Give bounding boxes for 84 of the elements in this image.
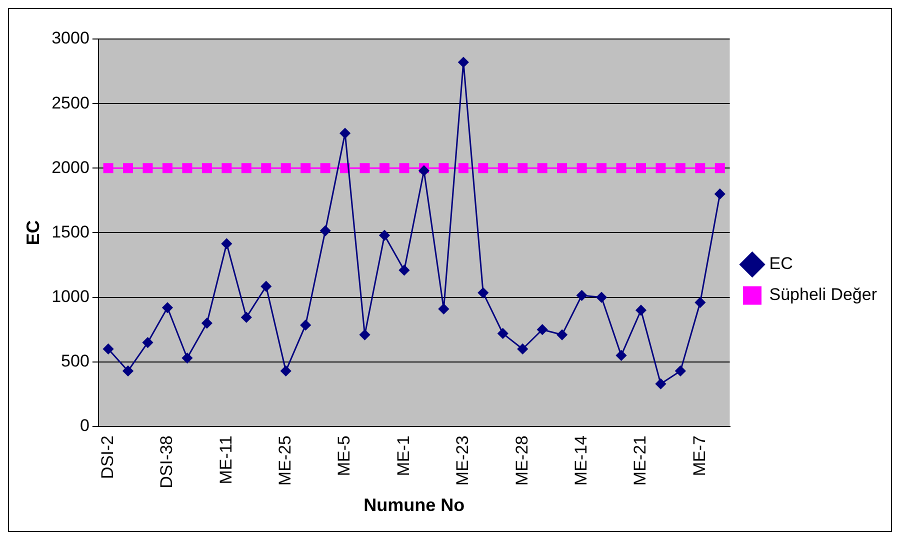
point: [280, 163, 291, 174]
point: [596, 163, 607, 174]
point: [596, 292, 607, 303]
point: [182, 163, 192, 174]
point: [202, 318, 212, 328]
point: [142, 337, 153, 348]
point: [340, 128, 350, 139]
point: [122, 366, 134, 376]
point: [518, 163, 528, 174]
y-tick-label: 1500: [52, 222, 90, 242]
point: [380, 163, 390, 174]
point: [261, 163, 272, 174]
y-tick-label: 500: [61, 352, 90, 371]
point: [714, 163, 725, 174]
point: [280, 366, 292, 376]
point: [202, 163, 212, 174]
x-tick-label: ME-28: [512, 435, 532, 486]
x-tick-label: ME-5: [334, 435, 354, 476]
y-tick-label: 2000: [52, 158, 90, 177]
y-axis-title: EC: [22, 220, 43, 246]
point: [162, 302, 173, 313]
point: [260, 281, 272, 292]
point: [616, 163, 626, 174]
point: [537, 163, 548, 174]
x-tick-label: DSI-2: [98, 435, 117, 479]
legend-label: EC: [769, 254, 793, 274]
point: [695, 163, 706, 174]
x-tick-label: ME-11: [216, 435, 236, 484]
point: [636, 304, 646, 316]
point: [556, 330, 568, 340]
point: [320, 163, 330, 174]
point: [557, 163, 568, 174]
point: [498, 328, 508, 339]
x-axis-title: Numune No: [364, 495, 465, 516]
point: [379, 230, 390, 241]
point: [103, 344, 114, 354]
point: [636, 163, 646, 174]
point: [478, 163, 488, 174]
point: [300, 163, 311, 174]
point: [142, 163, 153, 174]
y-tick-label: 0: [80, 416, 90, 436]
point: [694, 297, 706, 308]
point: [103, 163, 114, 174]
point: [576, 163, 587, 174]
point: [458, 57, 469, 68]
y-tick-label: 3000: [52, 28, 90, 48]
point: [576, 290, 588, 301]
x-tick-label: DSI-38: [157, 435, 176, 488]
point: [418, 165, 430, 176]
legend-label: Süpheli Değer: [769, 285, 878, 304]
point: [655, 378, 666, 390]
point: [498, 163, 508, 174]
point: [438, 163, 449, 174]
point: [438, 304, 449, 314]
x-tick-label: ME-25: [276, 435, 295, 486]
point: [221, 238, 232, 249]
point: [300, 320, 311, 330]
x-tick-label: ME-14: [571, 435, 590, 486]
point: [458, 163, 468, 174]
point: [241, 163, 252, 174]
y-tick-label: 2500: [52, 93, 90, 112]
point: [675, 163, 686, 174]
point: [360, 163, 370, 174]
x-tick-label: ME-1: [394, 435, 413, 476]
point: [478, 288, 488, 298]
x-tick-label: ME-21: [630, 435, 650, 486]
y-tick-label: 1000: [52, 287, 90, 306]
point: [656, 163, 666, 174]
point: [398, 264, 410, 276]
point: [222, 163, 232, 174]
point: [675, 366, 686, 376]
point: [123, 163, 134, 174]
point: [162, 163, 172, 174]
point: [182, 352, 192, 364]
point: [537, 324, 548, 335]
point: [360, 330, 370, 340]
point: [399, 163, 410, 174]
point: [320, 226, 331, 236]
point: [517, 344, 528, 354]
x-tick-label: ME-7: [690, 435, 709, 476]
point: [714, 188, 726, 200]
x-tick-label: ME-23: [453, 435, 472, 486]
point: [241, 312, 252, 323]
point: [616, 350, 626, 361]
